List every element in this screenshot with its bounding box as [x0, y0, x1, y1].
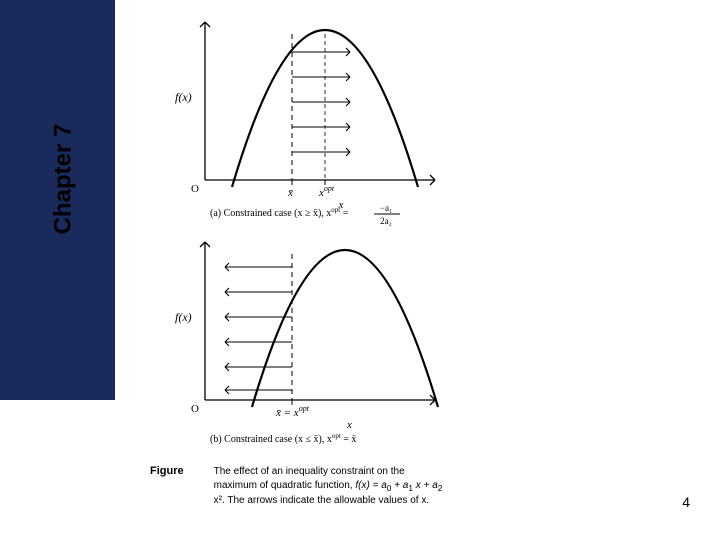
figure-caption: The effect of an inequality constraint o… — [214, 465, 444, 507]
caption-mid2: x + a — [413, 480, 438, 491]
figure-caption-row: Figure The effect of an inequality const… — [150, 465, 630, 507]
svg-text:x̄ = xopt: x̄ = xopt — [275, 404, 310, 419]
slide: Chapter 7 f(x) Ox̄ xopt x (a) Constrained ca… — [0, 0, 720, 540]
svg-text:x: x — [346, 419, 352, 431]
caption-sub2: 2 — [438, 483, 443, 493]
figure-diagrams: f(x) Ox̄ xopt x (a) Constrained case (x ≥ x̄… — [150, 12, 440, 452]
svg-text:f(x): f(x) — [175, 90, 192, 104]
panel-a: f(x)Ox̄xoptx(a) Constrained case (x ≥ x̄… — [150, 12, 440, 227]
svg-text:−a₁: −a₁ — [380, 203, 392, 213]
svg-text:(a) Constrained case (x ≥ x̄),: (a) Constrained case (x ≥ x̄), xopt = — [210, 206, 349, 219]
chapter-label: Chapter 7 — [49, 124, 77, 235]
svg-text:xopt: xopt — [318, 184, 335, 199]
figure-label: Figure — [150, 465, 184, 477]
svg-text:O: O — [191, 403, 199, 415]
caption-fx: f(x) = a — [355, 480, 386, 491]
page-number: 4 — [682, 494, 690, 510]
svg-text:x̄: x̄ — [287, 187, 293, 199]
caption-mid1: + a — [391, 480, 408, 491]
svg-text:2a₂: 2a₂ — [380, 216, 392, 226]
svg-text:O: O — [191, 183, 199, 195]
svg-text:f(x): f(x) — [175, 310, 192, 324]
panel-b: f(x) Ox̄ = xopt x(b) Constrained case (x ≤… — [150, 232, 440, 457]
svg-text:(b) Constrained case (x ≤ x̄),: (b) Constrained case (x ≤ x̄), xopt = x̄ — [210, 432, 356, 445]
caption-after: x². The arrows indicate the allowable va… — [214, 495, 429, 506]
